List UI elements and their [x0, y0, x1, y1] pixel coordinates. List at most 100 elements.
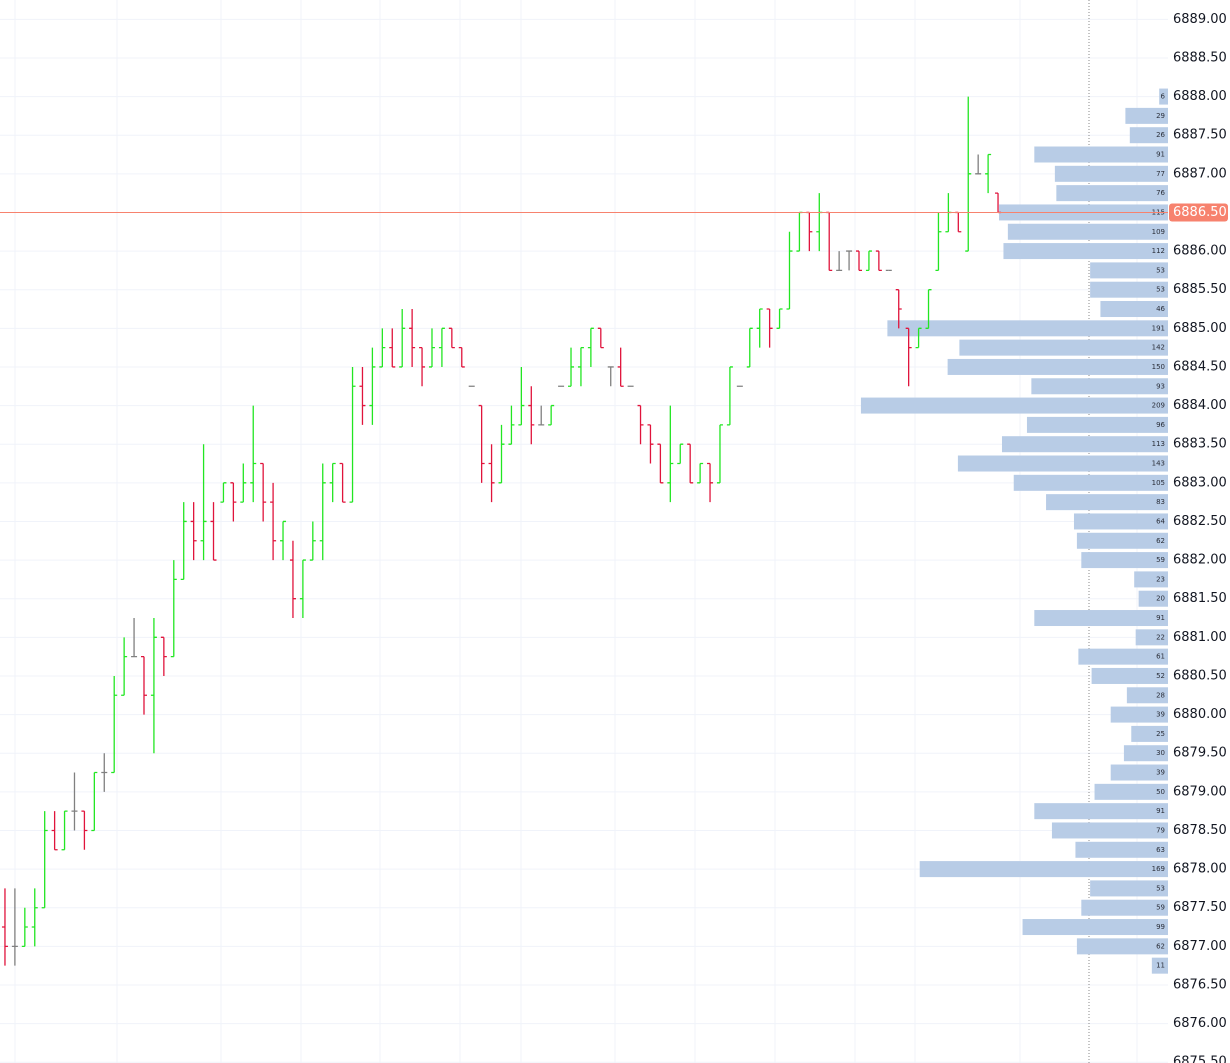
ohlc-bar — [607, 366, 614, 387]
ohlc-bar — [260, 462, 267, 522]
volume-bar — [1126, 687, 1168, 704]
ohlc-bar — [299, 559, 306, 619]
y-tick-label: 6885.00 — [1173, 321, 1227, 336]
ohlc-bar — [210, 502, 217, 561]
ohlc-bar — [379, 328, 386, 368]
ohlc-bar — [230, 482, 237, 522]
ohlc-bar — [697, 462, 704, 484]
volume-label: 59 — [1156, 556, 1165, 564]
volume-bar — [1026, 416, 1168, 433]
ohlc-bar — [806, 211, 813, 252]
ohlc-bar — [478, 404, 485, 483]
y-tick-label: 6882.00 — [1173, 553, 1227, 568]
ohlc-bar — [568, 347, 575, 387]
price-axis: 6889.00 6888.50 6888.00 6887.50 6887.00 6886.… — [1169, 12, 1228, 1063]
volume-bar — [1129, 127, 1168, 144]
current-price-badge — [1169, 203, 1228, 222]
ohlc-bar — [91, 771, 98, 832]
volume-bar — [1007, 223, 1168, 240]
ohlc-bar — [687, 443, 694, 484]
volume-bar — [1131, 725, 1168, 742]
volume-label: 6 — [1161, 93, 1166, 101]
ohlc-bar — [955, 211, 962, 233]
volume-label: 109 — [1152, 228, 1165, 236]
ohlc-bar — [61, 810, 68, 851]
ohlc-bar — [677, 443, 684, 465]
ohlc-bar — [528, 386, 535, 445]
volume-bar — [1056, 185, 1168, 202]
volume-bar — [1091, 667, 1168, 684]
ohlc-bar — [140, 656, 147, 715]
ohlc-bar — [667, 405, 674, 503]
ohlc-bar — [200, 444, 207, 561]
ohlc-bar — [826, 211, 833, 272]
volume-bar — [1073, 513, 1168, 530]
volume-label: 59 — [1156, 904, 1165, 912]
volume-label: 143 — [1152, 460, 1165, 468]
ohlc-bar — [21, 907, 28, 947]
ohlc-bar — [409, 309, 416, 367]
ohlc-bar — [597, 327, 604, 349]
volume-bar — [919, 861, 1168, 878]
volume-bar — [1151, 957, 1168, 974]
ohlc-bar — [150, 618, 157, 754]
y-tick-label: 6884.00 — [1173, 398, 1227, 413]
volume-label: 142 — [1152, 344, 1165, 352]
volume-label: 39 — [1156, 769, 1165, 777]
volume-label: 113 — [1152, 440, 1165, 448]
ohlc-bar — [925, 289, 932, 329]
ohlc-bar — [428, 328, 435, 368]
ohlc-bar — [865, 250, 872, 272]
ohlc-bar — [190, 502, 197, 561]
volume-label: 77 — [1156, 170, 1165, 178]
ohlc-bar — [856, 250, 863, 272]
ohlc-bar — [41, 811, 48, 909]
y-tick-label: 6879.50 — [1173, 746, 1227, 761]
ohlc-bar — [587, 327, 594, 367]
volume-bar — [887, 320, 1168, 337]
volume-label: 91 — [1156, 807, 1165, 815]
ohlc-bar — [985, 153, 992, 194]
price-bars — [0, 96, 1168, 966]
volume-label: 22 — [1156, 633, 1165, 641]
volume-bar — [1159, 88, 1168, 105]
ohlc-bar — [319, 463, 326, 561]
y-tick-label: 6878.50 — [1173, 823, 1227, 838]
volume-label: 53 — [1156, 266, 1165, 274]
y-tick-label: 6883.00 — [1173, 475, 1227, 490]
volume-bar — [1076, 532, 1168, 549]
y-tick-label: 6877.00 — [1173, 939, 1227, 954]
volume-label: 91 — [1156, 614, 1165, 622]
ohlc-bar — [289, 540, 296, 619]
volume-label: 79 — [1156, 826, 1165, 834]
y-tick-label: 6886.00 — [1173, 244, 1227, 259]
ohlc-bar — [965, 96, 972, 252]
volume-label: 76 — [1156, 189, 1165, 197]
volume-label: 28 — [1156, 691, 1165, 699]
ohlc-bar — [121, 637, 128, 696]
y-tick-label: 6887.00 — [1173, 166, 1227, 181]
volume-bar — [1090, 880, 1168, 897]
current-price-label: 6886.50 — [1173, 205, 1227, 220]
ohlc-bar — [71, 772, 78, 831]
ohlc-bar — [419, 346, 426, 387]
volume-label: 169 — [1152, 865, 1165, 873]
volume-bar — [957, 455, 1168, 472]
ohlc-bar — [270, 482, 277, 561]
volume-bar — [959, 339, 1168, 356]
ohlc-bar — [726, 366, 733, 426]
ohlc-bar — [280, 520, 287, 561]
volume-bar — [1013, 474, 1168, 491]
ohlc-bar — [309, 521, 316, 561]
ohlc-bar — [756, 308, 763, 348]
ohlc-bar — [707, 462, 714, 503]
volume-label: 62 — [1156, 942, 1165, 950]
grid — [0, 0, 1168, 1063]
ohlc-bar — [11, 888, 18, 966]
ohlc-bar — [796, 211, 803, 252]
y-tick-label: 6881.50 — [1173, 591, 1227, 606]
ohlc-bar — [975, 154, 982, 175]
ohlc-bar — [746, 327, 753, 368]
ohlc-bar — [101, 753, 108, 792]
volume-bar — [1090, 281, 1168, 298]
